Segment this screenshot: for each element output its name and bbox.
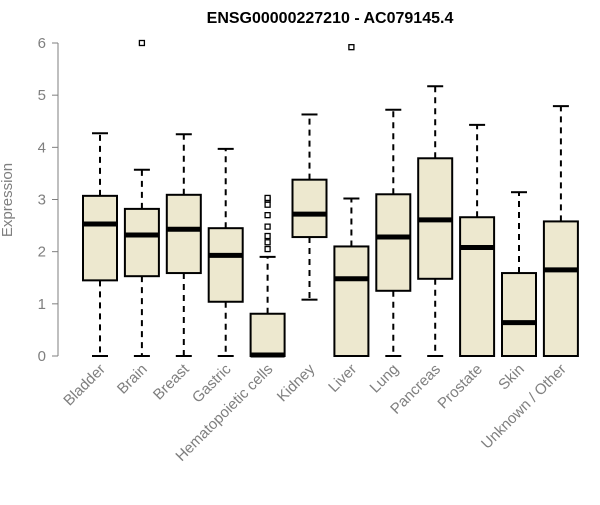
outlier-point xyxy=(264,211,271,219)
box-group xyxy=(207,147,244,357)
outlier-point xyxy=(348,44,355,51)
y-tick-label: 1 xyxy=(38,296,46,313)
y-axis: 0 1 2 3 4 5 6 xyxy=(38,35,59,365)
box-group xyxy=(82,132,118,357)
x-tick-label: Skin xyxy=(495,361,528,394)
box-rect xyxy=(459,216,496,357)
y-axis-title: Expression xyxy=(0,163,16,237)
y-tick-label: 5 xyxy=(38,87,46,104)
box-group xyxy=(165,133,202,357)
box-rect xyxy=(291,178,328,239)
y-tick-label: 4 xyxy=(38,139,46,156)
y-tick-label: 0 xyxy=(38,348,46,365)
box-rect xyxy=(165,193,202,275)
box-group xyxy=(123,39,160,357)
box-rect xyxy=(375,193,412,292)
y-tick-label: 6 xyxy=(38,35,46,52)
x-tick-label: Prostate xyxy=(434,361,486,413)
outlier-point xyxy=(264,239,271,246)
box-rect xyxy=(249,312,286,357)
box-rect xyxy=(123,207,160,278)
outlier-point xyxy=(264,194,271,202)
y-tick-label: 3 xyxy=(38,192,46,209)
box-group xyxy=(249,194,286,358)
box-group xyxy=(501,191,537,357)
boxes-layer xyxy=(82,39,579,358)
box-rect xyxy=(333,245,370,357)
outlier-point xyxy=(264,245,271,253)
box-group xyxy=(375,108,412,357)
x-tick-label: Liver xyxy=(325,361,360,396)
x-tick-label: Breast xyxy=(150,360,193,403)
outlier-point xyxy=(264,223,271,230)
x-tick-label: Kidney xyxy=(274,360,319,405)
y-tick-label: 2 xyxy=(38,244,46,261)
outlier-point xyxy=(138,39,146,47)
box-group xyxy=(542,105,579,357)
chart-title: ENSG00000227210 - AC079145.4 xyxy=(207,10,454,27)
box-rect xyxy=(207,227,244,303)
x-tick-label: Bladder xyxy=(60,361,109,410)
x-tick-label: Lung xyxy=(367,361,403,397)
box-group xyxy=(417,85,454,357)
x-tick-label: Brain xyxy=(114,361,151,398)
box-group xyxy=(459,123,496,357)
box-group xyxy=(333,44,370,357)
outlier-point xyxy=(264,232,271,240)
box-rect xyxy=(501,272,537,357)
box-rect xyxy=(542,220,579,357)
box-group xyxy=(291,113,328,301)
box-rect xyxy=(82,194,118,282)
outlier-point xyxy=(264,201,271,208)
